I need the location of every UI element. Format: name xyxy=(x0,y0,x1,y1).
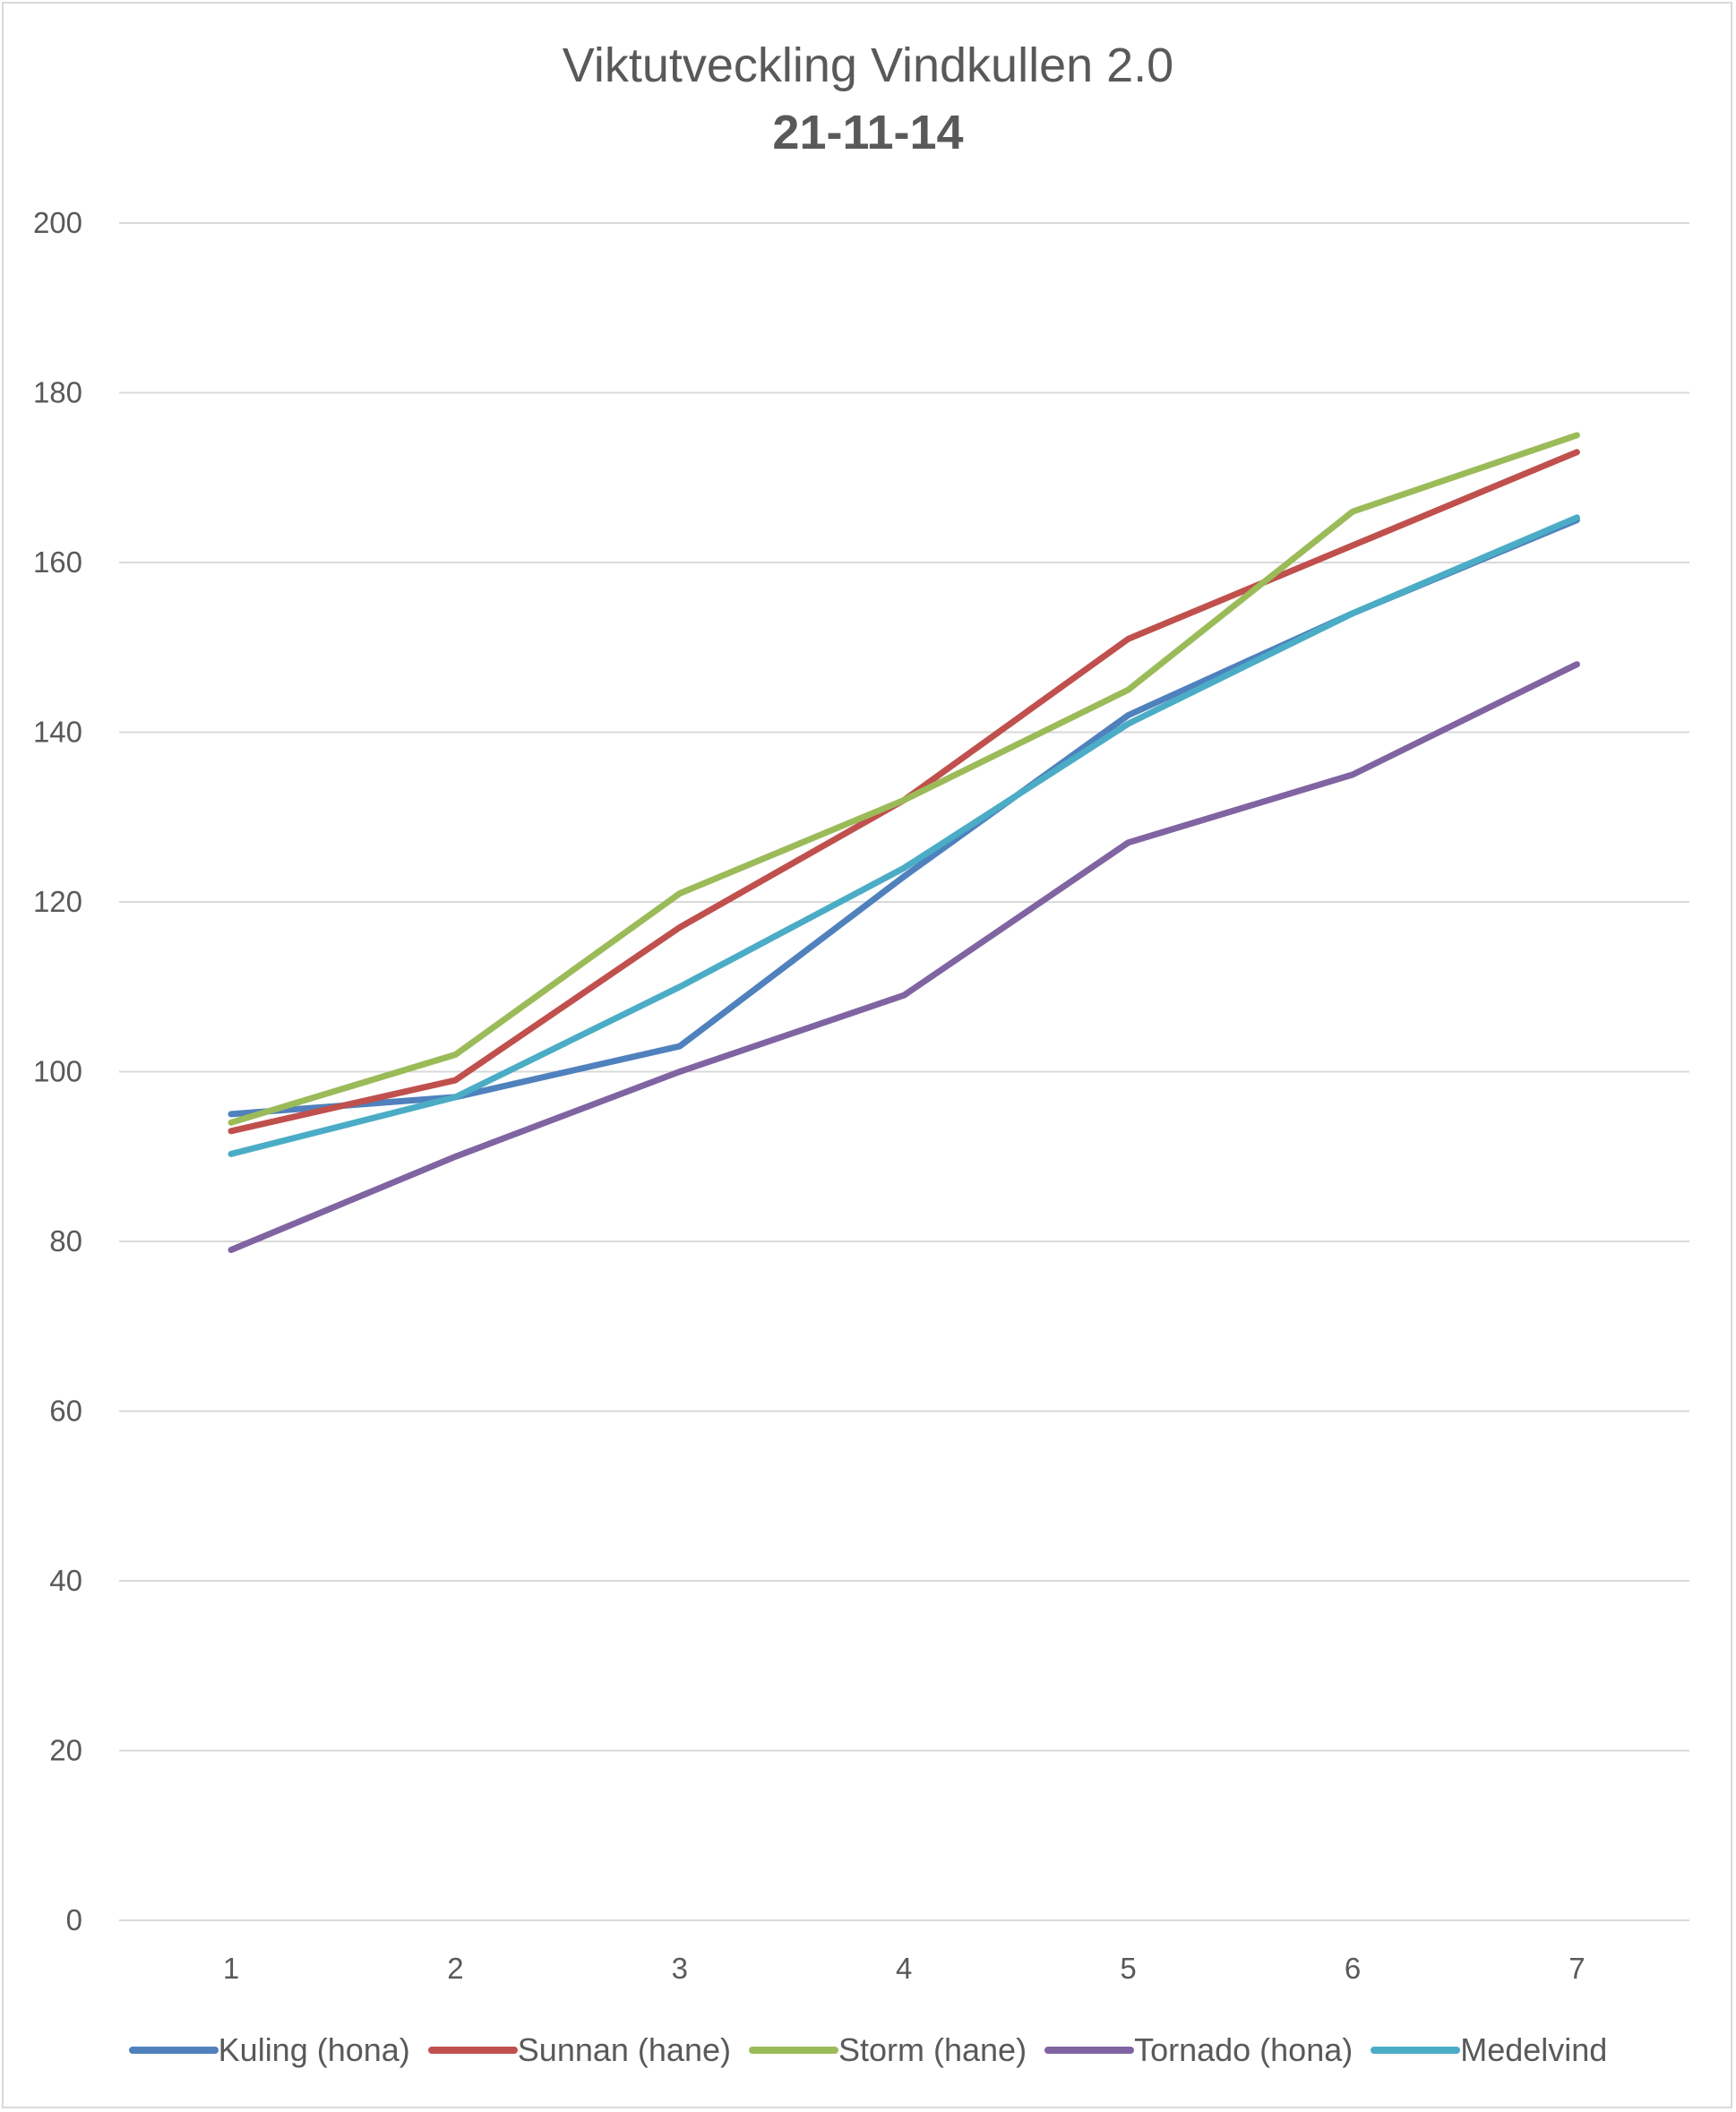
x-tick-label: 3 xyxy=(672,1952,688,1985)
legend-item: Storm (hane) xyxy=(748,2031,1027,2069)
chart-title: Viktutveckling Vindkullen 2.0 xyxy=(562,39,1174,92)
legend-item: Medelvind xyxy=(1371,2031,1607,2069)
legend-item: Tornado (hona) xyxy=(1044,2031,1353,2069)
y-axis-ticks: 0 20 40 60 80 100 120 140 160 180 200 xyxy=(33,206,82,1936)
legend-item: Sunnan (hane) xyxy=(427,2031,731,2069)
x-tick-label: 1 xyxy=(223,1952,239,1985)
x-tick-label: 6 xyxy=(1345,1952,1361,1985)
x-tick-label: 7 xyxy=(1568,1952,1585,1985)
series-line-storm-hane xyxy=(228,432,1580,1126)
y-tick-label: 180 xyxy=(33,376,82,409)
legend-swatch xyxy=(1044,2047,1135,2054)
y-tick-label: 20 xyxy=(49,1734,82,1767)
chart-subtitle: 21-11-14 xyxy=(772,106,964,159)
x-tick-label: 4 xyxy=(896,1952,912,1985)
y-tick-label: 100 xyxy=(33,1055,82,1088)
series-line-tornado-hona xyxy=(228,661,1580,1253)
y-tick-label: 140 xyxy=(33,716,82,749)
series-line-medelvind xyxy=(228,514,1580,1157)
y-tick-label: 200 xyxy=(33,206,82,239)
legend-label: Medelvind xyxy=(1460,2031,1608,2068)
y-tick-label: 160 xyxy=(33,545,82,579)
legend-label: Tornado (hona) xyxy=(1134,2031,1354,2068)
legend-swatch xyxy=(1371,2047,1461,2054)
x-axis-ticks: 1 2 3 4 5 6 7 xyxy=(223,1952,1586,1985)
y-tick-label: 120 xyxy=(33,885,82,918)
gridlines xyxy=(119,222,1689,1921)
series-lines xyxy=(228,432,1580,1253)
series-line-kuling-hona xyxy=(228,517,1580,1118)
x-tick-label: 2 xyxy=(447,1952,463,1985)
chart-title-block: Viktutveckling Vindkullen 2.0 21-11-14 xyxy=(0,34,1736,168)
legend-label: Storm (hane) xyxy=(838,2031,1027,2068)
y-tick-label: 80 xyxy=(49,1224,82,1258)
y-tick-label: 0 xyxy=(66,1903,82,1936)
y-tick-label: 40 xyxy=(49,1564,82,1597)
legend-label: Kuling (hona) xyxy=(218,2031,410,2068)
legend-item: Kuling (hona) xyxy=(128,2031,410,2069)
legend-swatch xyxy=(128,2047,219,2054)
y-tick-label: 60 xyxy=(49,1395,82,1428)
series-line-sunnan-hane xyxy=(228,449,1580,1135)
legend-swatch xyxy=(748,2047,838,2054)
x-tick-label: 5 xyxy=(1120,1952,1136,1985)
legend-label: Sunnan (hane) xyxy=(517,2031,731,2068)
legend-swatch xyxy=(427,2047,518,2054)
legend: Kuling (hona) Sunnan (hane) Storm (hane) To… xyxy=(0,2026,1736,2074)
